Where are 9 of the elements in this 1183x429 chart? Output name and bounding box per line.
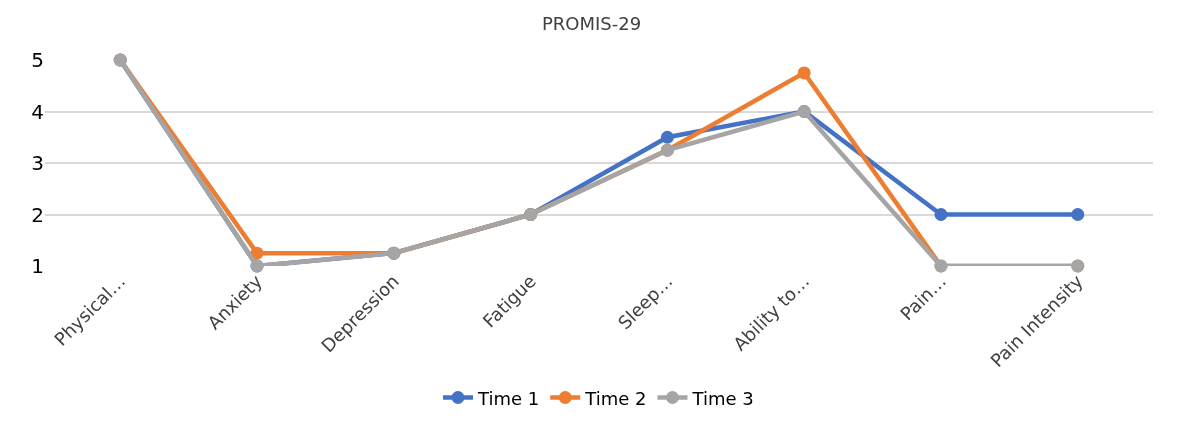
y-tick-label: 2 [31, 202, 44, 227]
y-tick-label: 4 [31, 99, 44, 124]
legend-label: Time 3 [691, 387, 754, 409]
y-tick-label: 5 [31, 48, 44, 72]
legend-label: Time 1 [477, 387, 540, 409]
legend-label: Time 2 [584, 387, 647, 409]
y-tick-label: 3 [31, 151, 44, 175]
chart-title: PROMIS-29 [541, 12, 642, 34]
y-tick-label: 1 [31, 254, 44, 278]
